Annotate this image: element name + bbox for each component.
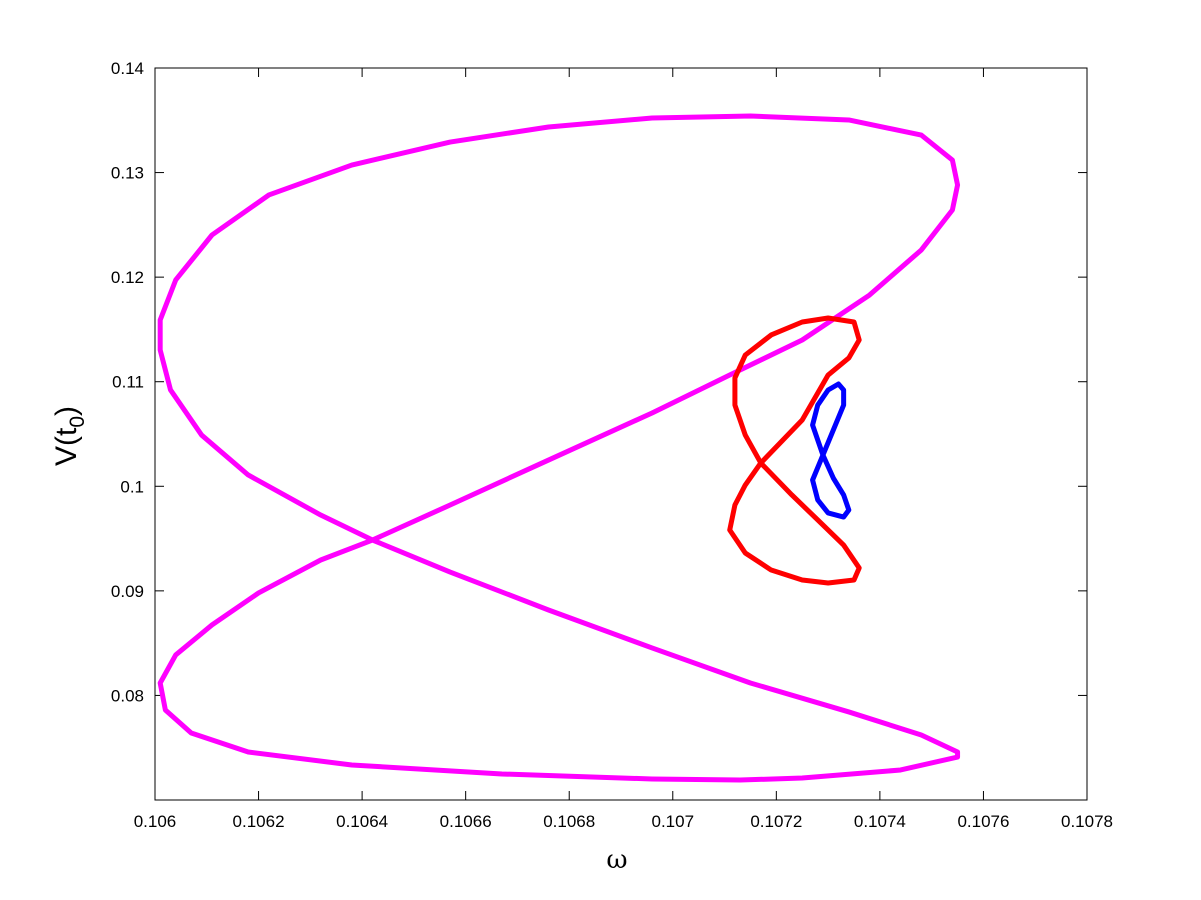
curve — [157, 113, 961, 783]
x-tick-label: 0.1076 — [957, 812, 1009, 831]
x-tick-label: 0.1078 — [1061, 812, 1113, 831]
y-tick-label: 0.12 — [111, 268, 144, 287]
curve — [810, 381, 852, 520]
x-tick-label: 0.1062 — [233, 812, 285, 831]
y-axis-label: V(t0) — [50, 406, 89, 466]
x-tick-label: 0.106 — [134, 812, 177, 831]
y-tick-label: 0.1 — [120, 477, 144, 496]
y-tick-label: 0.11 — [112, 373, 144, 392]
y-tick-label: 0.13 — [111, 164, 144, 183]
x-axis-label: ω — [606, 845, 627, 875]
x-tick-label: 0.1072 — [750, 812, 802, 831]
y-tick-label: 0.14 — [111, 59, 144, 78]
y-tick-label: 0.08 — [111, 686, 144, 705]
x-tick-label: 0.1068 — [543, 812, 595, 831]
x-tick-label: 0.1064 — [336, 812, 388, 831]
y-tick-label: 0.09 — [111, 582, 144, 601]
x-tick-label: 0.1066 — [440, 812, 492, 831]
x-tick-label: 0.107 — [652, 812, 695, 831]
x-tick-label: 0.1074 — [854, 812, 906, 831]
axes-box — [154, 67, 1088, 801]
curve — [727, 315, 862, 586]
